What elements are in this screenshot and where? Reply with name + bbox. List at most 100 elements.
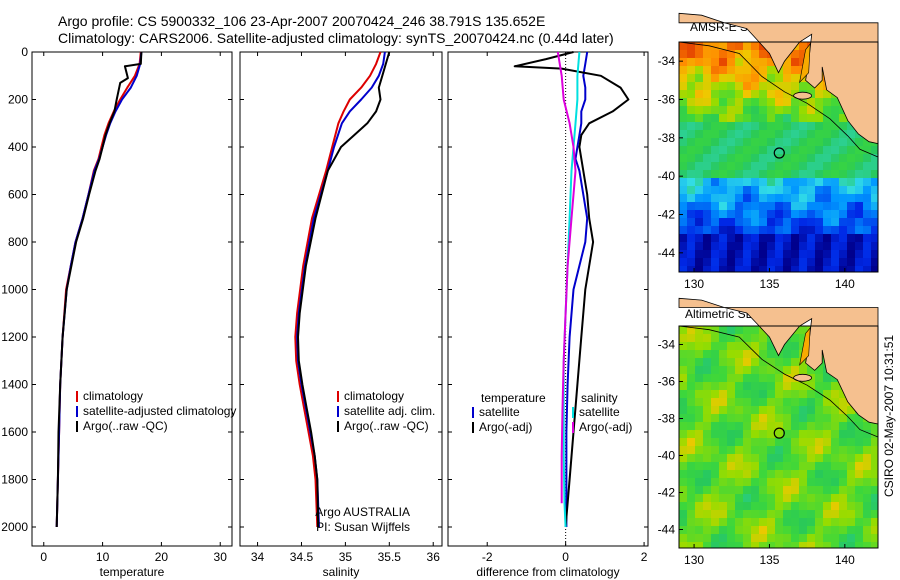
map-cell (727, 82, 736, 91)
map-cell (831, 162, 840, 171)
map-cell (751, 374, 760, 383)
map-cell (815, 114, 824, 123)
map-cell (719, 250, 728, 259)
map-cell (831, 478, 840, 487)
map-cell (855, 542, 864, 549)
map-cell (679, 202, 688, 211)
map-cell (695, 446, 704, 455)
map-cell (679, 526, 688, 535)
map-cell (815, 374, 824, 383)
map-cell (791, 502, 800, 511)
x-tick-label: -2 (482, 550, 493, 564)
map-cell (839, 470, 848, 479)
y-tick-label: -36 (658, 375, 676, 389)
map-cell (711, 242, 720, 251)
x-tick-label: 35 (339, 550, 353, 564)
map-cell (687, 178, 696, 187)
map-cell (839, 526, 848, 535)
series-line-argo-raw-qc- (297, 51, 391, 528)
map-cell (831, 138, 840, 147)
map-cell (823, 90, 832, 99)
map-cell (727, 122, 736, 131)
map-cell (751, 470, 760, 479)
map-cell (767, 250, 776, 259)
map-cell (679, 534, 688, 543)
map-cell (855, 478, 864, 487)
map-cell (703, 446, 712, 455)
map-cell (871, 202, 879, 211)
map-cell (783, 390, 792, 399)
map-cell (775, 398, 784, 407)
map-cell (743, 210, 752, 219)
map-cell (735, 114, 744, 123)
map-cell (719, 542, 728, 549)
map-cell (703, 342, 712, 351)
map-cell (695, 478, 704, 487)
map-cell (863, 218, 872, 227)
map-cell (863, 226, 872, 235)
map-cell (703, 258, 712, 267)
map-cell (799, 258, 808, 267)
map-cell (687, 170, 696, 179)
map-cell (807, 178, 816, 187)
legend-entry: climatology (83, 389, 143, 403)
map-cell (759, 82, 768, 91)
map-cell (735, 446, 744, 455)
map-cell (727, 510, 736, 519)
map-cell (679, 66, 688, 75)
map-cell (783, 486, 792, 495)
map-cell (695, 122, 704, 131)
map-cell (799, 114, 808, 123)
map-cell (735, 462, 744, 471)
map-cell (719, 422, 728, 431)
map-cell (791, 138, 800, 147)
map-cell (799, 542, 808, 549)
map-cell (775, 178, 784, 187)
map-cell (687, 494, 696, 503)
map-cell (863, 486, 872, 495)
map-cell (687, 154, 696, 163)
map-cell (831, 170, 840, 179)
map-cell (839, 122, 848, 131)
map-cell (735, 66, 744, 75)
map-cell (775, 478, 784, 487)
map-cell (751, 202, 760, 211)
map-cell (807, 382, 816, 391)
map-cell (735, 438, 744, 447)
map-cell (807, 390, 816, 399)
map-cell (831, 430, 840, 439)
map-cell (831, 446, 840, 455)
map-cell (727, 50, 736, 59)
map-cell (679, 234, 688, 243)
map-cell (743, 122, 752, 131)
map-cell (855, 234, 864, 243)
map-cell (783, 502, 792, 511)
map-cell (791, 454, 800, 463)
map-cell (839, 542, 848, 549)
map-cell (703, 82, 712, 91)
map-cell (767, 242, 776, 251)
map-cell (719, 398, 728, 407)
map-cell (783, 526, 792, 535)
map-cell (759, 98, 768, 107)
map-cell (711, 430, 720, 439)
map-cell (679, 42, 688, 51)
map-cell (703, 518, 712, 527)
map-cell (679, 326, 688, 335)
map-cell (703, 122, 712, 131)
map-cell (791, 478, 800, 487)
map-cell (711, 130, 720, 139)
map-cell (855, 534, 864, 543)
map-cell (759, 138, 768, 147)
map-cell (775, 486, 784, 495)
map-cell (695, 106, 704, 115)
map-cell (687, 422, 696, 431)
map-cell (855, 218, 864, 227)
map-cell (735, 130, 744, 139)
map-cell (727, 422, 736, 431)
map-cell (863, 542, 872, 549)
map-cell (839, 154, 848, 163)
map-cell (703, 66, 712, 75)
series-line-argo-raw-qc- (55, 51, 143, 528)
y-tick-label: 1200 (1, 330, 28, 344)
